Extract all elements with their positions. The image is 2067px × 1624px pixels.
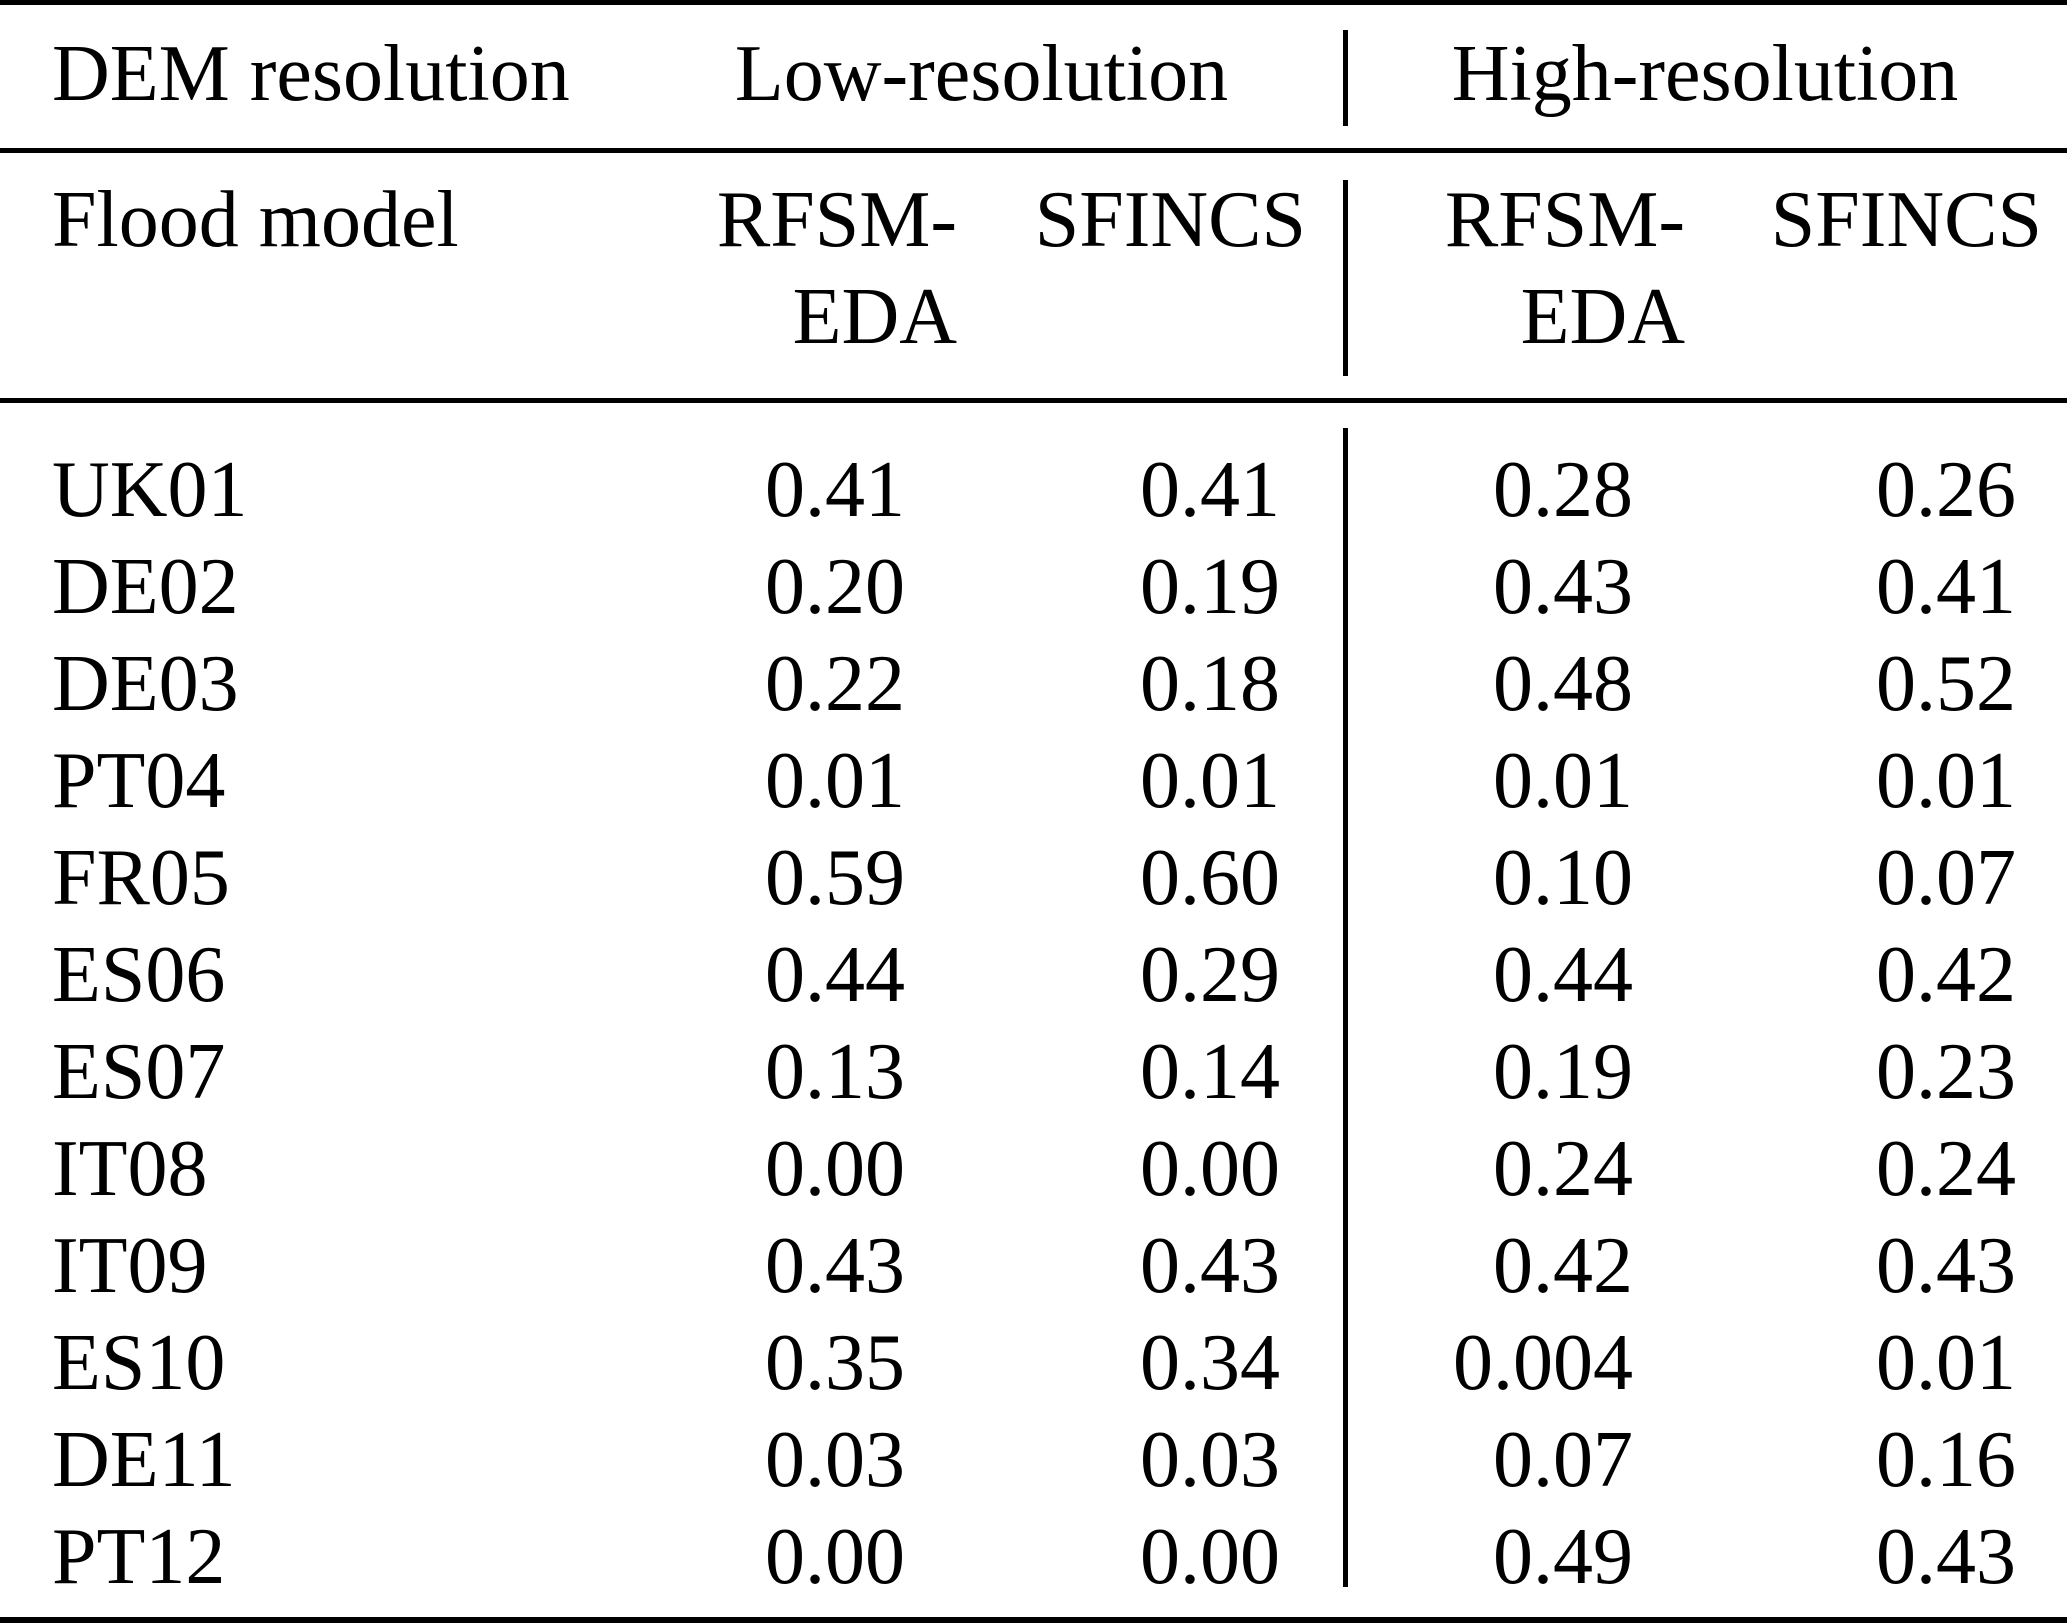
- value-cell: 0.23: [1876, 1028, 2017, 1116]
- value-cell: 0.34: [1140, 1319, 1280, 1407]
- value-cell: 0.42: [1876, 931, 2017, 1019]
- vertical-divider-column-header: [1343, 180, 1348, 376]
- value-cell: 0.18: [1140, 640, 1280, 728]
- eda-line: EDA: [1520, 273, 1685, 361]
- value-cell: 0.16: [1876, 1416, 2017, 1504]
- value-cell: 0.07: [1493, 1416, 1633, 1504]
- value-cell: 0.13: [765, 1028, 905, 1116]
- row-label: PT04: [52, 737, 226, 825]
- value-cell: 0.60: [1140, 834, 1280, 922]
- row-label: DE02: [52, 543, 239, 631]
- row-label: ES06: [52, 931, 226, 1019]
- row-label: IT08: [52, 1125, 208, 1213]
- value-cell: 0.42: [1493, 1222, 1633, 1310]
- low-resolution-group-header: Low-resolution: [734, 29, 1229, 118]
- value-cell: 0.01: [1140, 737, 1280, 825]
- value-cell: 0.01: [1876, 737, 2017, 825]
- value-cell: 0.19: [1140, 543, 1280, 631]
- horizontal-rule-after-group-header: [0, 148, 2067, 153]
- value-cell: 0.01: [1876, 1319, 2017, 1407]
- flood-model-header: Flood model: [52, 176, 459, 264]
- high-sfincs-header: SFINCS: [1770, 176, 2043, 264]
- horizontal-rule-after-column-header: [0, 398, 2067, 403]
- value-cell: 0.00: [1140, 1125, 1280, 1213]
- table-row: PT04 0.01 0.01 0.01 0.01: [0, 733, 2067, 830]
- value-cell: 0.20: [765, 543, 905, 631]
- value-cell: 0.52: [1876, 640, 2017, 728]
- table-row: PT12 0.00 0.00 0.49 0.43: [0, 1509, 2067, 1606]
- value-cell: 0.00: [765, 1513, 905, 1601]
- row-label: ES07: [52, 1028, 226, 1116]
- table-group-header-row: DEM resolution Low-resolution High-resol…: [0, 0, 2067, 148]
- table-row: DE11 0.03 0.03 0.07 0.16: [0, 1412, 2067, 1509]
- row-label: DE03: [52, 640, 239, 728]
- value-cell: 0.43: [1140, 1222, 1280, 1310]
- value-cell: 0.03: [1140, 1416, 1280, 1504]
- value-cell: 0.00: [765, 1125, 905, 1213]
- value-cell: 0.44: [1493, 931, 1633, 1019]
- value-cell: 0.29: [1140, 931, 1280, 1019]
- spacer-cell: [0, 422, 2067, 442]
- value-cell: 0.22: [765, 640, 905, 728]
- value-cell: 0.26: [1876, 446, 2017, 534]
- value-cell: 0.41: [1876, 543, 2017, 631]
- top-padding-spacer: [0, 422, 2067, 442]
- value-cell: 0.44: [765, 931, 905, 1019]
- value-cell: 0.10: [1493, 834, 1633, 922]
- value-cell: 0.03: [765, 1416, 905, 1504]
- table-row: IT09 0.43 0.43 0.42 0.43: [0, 1218, 2067, 1315]
- low-sfincs-header: SFINCS: [1034, 176, 1306, 264]
- table-row: ES06 0.44 0.29 0.44 0.42: [0, 927, 2067, 1024]
- value-cell: 0.41: [1140, 446, 1280, 534]
- value-cell: 0.07: [1876, 834, 2017, 922]
- row-label: ES10: [52, 1319, 226, 1407]
- value-cell: 0.24: [1493, 1125, 1633, 1213]
- value-cell: 0.48: [1493, 640, 1633, 728]
- value-cell: 0.19: [1493, 1028, 1633, 1116]
- row-label: UK01: [52, 446, 248, 534]
- vertical-divider-body: [1343, 428, 1348, 1587]
- value-cell: 0.01: [1493, 737, 1633, 825]
- table-row: DE02 0.20 0.19 0.43 0.41: [0, 539, 2067, 636]
- value-cell: 0.28: [1493, 446, 1633, 534]
- table-column-header-row: Flood model RFSM- EDA SFINCS RFSM- EDA S…: [0, 153, 2067, 417]
- vertical-divider-group-header: [1343, 30, 1348, 126]
- row-label: PT12: [52, 1513, 226, 1601]
- value-cell: 0.35: [765, 1319, 905, 1407]
- value-cell: 0.43: [765, 1222, 905, 1310]
- horizontal-rule-top: [0, 0, 2067, 5]
- table-row: IT08 0.00 0.00 0.24 0.24: [0, 1121, 2067, 1218]
- value-cell: 0.14: [1140, 1028, 1280, 1116]
- row-label: FR05: [52, 834, 230, 922]
- table-row: UK01 0.41 0.41 0.28 0.26: [0, 442, 2067, 539]
- value-cell: 0.00: [1140, 1513, 1280, 1601]
- value-cell: 0.43: [1876, 1513, 2017, 1601]
- rfsm-line: RFSM-: [716, 176, 957, 264]
- rfsm-line: RFSM-: [1444, 176, 1685, 264]
- value-cell: 0.43: [1876, 1222, 2017, 1310]
- row-label: IT09: [52, 1222, 208, 1310]
- high-resolution-group-header: High-resolution: [1451, 29, 1959, 118]
- table-row: ES10 0.35 0.34 0.004 0.01: [0, 1315, 2067, 1412]
- value-cell: 0.41: [765, 446, 905, 534]
- table-row: FR05 0.59 0.60 0.10 0.07: [0, 830, 2067, 927]
- high-rfsm-eda-header: RFSM- EDA: [1369, 153, 1685, 417]
- dem-resolution-header: DEM resolution: [52, 29, 570, 118]
- value-cell: 0.004: [1453, 1319, 1633, 1407]
- value-cell: 0.49: [1493, 1513, 1633, 1601]
- row-label: DE11: [52, 1416, 236, 1504]
- value-cell: 0.01: [765, 737, 905, 825]
- value-cell: 0.59: [765, 834, 905, 922]
- table-row: ES07 0.13 0.14 0.19 0.23: [0, 1024, 2067, 1121]
- value-cell: 0.43: [1493, 543, 1633, 631]
- eda-line: EDA: [792, 273, 957, 361]
- table-row: DE03 0.22 0.18 0.48 0.52: [0, 636, 2067, 733]
- horizontal-rule-bottom: [0, 1617, 2067, 1623]
- value-cell: 0.24: [1876, 1125, 2017, 1213]
- low-rfsm-eda-header: RFSM- EDA: [646, 153, 957, 417]
